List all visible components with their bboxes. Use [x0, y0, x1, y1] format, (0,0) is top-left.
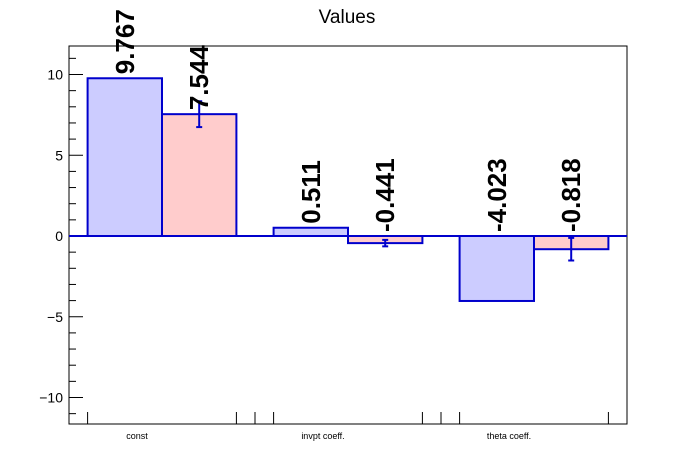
y-tick-label: −5	[47, 309, 63, 325]
data-label: 7.544	[184, 45, 214, 111]
data-label: 0.511	[296, 160, 326, 224]
y-tick-label: 5	[55, 147, 63, 163]
bar	[272, 226, 350, 237]
x-tick-label: const	[126, 431, 148, 441]
bar	[86, 77, 163, 237]
x-tick-label: invpt coeff.	[301, 431, 344, 441]
data-label: -0.818	[556, 158, 586, 232]
y-tick-label: −10	[39, 390, 63, 406]
bar	[458, 235, 536, 302]
data-label: -0.441	[370, 158, 400, 232]
data-label: 9.767	[110, 9, 140, 74]
x-tick-label: theta coeff.	[487, 431, 531, 441]
y-tick-label: 10	[47, 67, 63, 83]
chart-title: Values	[319, 7, 376, 28]
data-label: -4.023	[482, 158, 512, 232]
y-tick-label: 0	[55, 228, 63, 244]
bar	[161, 113, 238, 237]
plot-area: −10 −5 0 5 10 const invpt coeff. theta coeff. 9.…	[39, 9, 628, 441]
